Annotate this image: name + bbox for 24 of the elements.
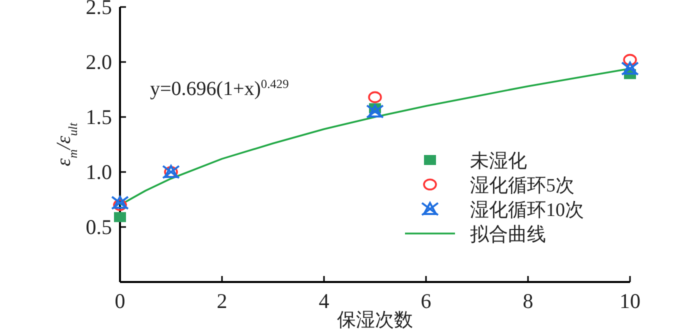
x-tick-label: 2 <box>216 289 228 313</box>
legend-label: 拟合曲线 <box>470 224 546 246</box>
point <box>114 212 126 222</box>
point <box>623 54 637 66</box>
y-tick-label: 2.0 <box>86 50 112 74</box>
point <box>621 62 639 76</box>
annotation: y=0.696(1+x)$^{0.429}$ <box>150 77 289 100</box>
y-tick-label: 0.5 <box>86 215 112 239</box>
x-tick-label: 8 <box>522 289 534 313</box>
x-axis-title: 保湿次数 <box>337 310 413 331</box>
x-tick-label: 6 <box>420 289 432 313</box>
point <box>113 199 127 211</box>
point <box>366 104 384 118</box>
legend-label: 未湿化 <box>470 151 527 172</box>
legend-label: 湿化循环5次 <box>470 176 574 196</box>
y-tick-label: 1.0 <box>86 160 112 184</box>
y-tick-label: 2.5 <box>86 0 112 19</box>
point <box>111 196 129 210</box>
x-tick-label: 10 <box>620 289 640 313</box>
x-tick-label: 4 <box>318 289 330 313</box>
y-tick-label: 1.5 <box>86 105 112 129</box>
x-tick-label: 0 <box>114 289 126 313</box>
legend-label: 湿化循环10次 <box>470 200 584 221</box>
point <box>368 91 382 104</box>
